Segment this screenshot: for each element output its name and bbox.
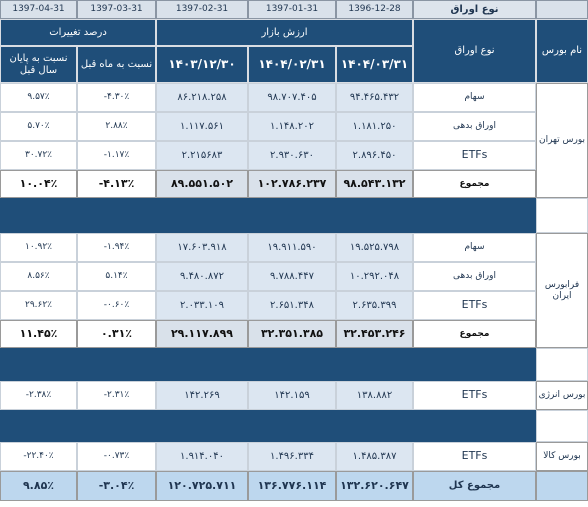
- table-cell: ۲.۶۵۱.۳۴۸: [248, 291, 336, 320]
- table-cell: ۱.۴۹۶.۳۳۴: [248, 442, 336, 471]
- security-type-label: ETFs: [413, 442, 536, 471]
- section-separator: [0, 198, 536, 233]
- change-month-header: نسبت به ماه قبل: [77, 46, 156, 83]
- total-label: مجموع: [413, 320, 536, 348]
- section-separator: [0, 410, 536, 442]
- exchange-farabourse: فرابورس ایران: [536, 233, 588, 348]
- grand-total-cell: ۱۳۲.۶۲۰.۶۴۷: [336, 471, 413, 501]
- table-cell: ۹۴.۴۶۵.۴۳۲: [336, 83, 413, 112]
- value-date-header-1: ۱۴۰۳/۱۲/۳۰: [156, 46, 248, 83]
- total-cell: ۹۸.۵۴۳.۱۳۲: [336, 170, 413, 198]
- table-cell: ۸۶.۲۱۸.۲۵۸: [156, 83, 248, 112]
- exchange-energy: بورس انرژی: [536, 381, 588, 410]
- date-header-5: 1396-12-28: [336, 0, 413, 19]
- value-date-header-3: ۱۴۰۴/۰۳/۳۱: [336, 46, 413, 83]
- grand-total-cell: -۳.۰۴٪: [77, 471, 156, 501]
- exchange-commodity: بورس کالا: [536, 442, 588, 471]
- table-cell: ۲.۸۹۶.۴۵۰: [336, 141, 413, 170]
- table-cell: ۱.۱۸۱.۲۵۰: [336, 112, 413, 141]
- table-cell: -۰.۷۳٪: [77, 442, 156, 471]
- table-cell: -۰.۶۰٪: [77, 291, 156, 320]
- date-header-4: 1397-01-31: [248, 0, 336, 19]
- table-cell: ۱.۴۸۵.۳۸۷: [336, 442, 413, 471]
- grand-total-exchange-cell: [536, 471, 588, 501]
- security-type-label: سهام: [413, 233, 536, 262]
- table-cell: ۵.۱۴٪: [77, 262, 156, 291]
- table-cell: ۱۰.۲۹۲.۰۴۸: [336, 262, 413, 291]
- table-cell: ۵.۷۰٪: [0, 112, 77, 141]
- change-year-header: نسبت به پایان سال قبل: [0, 46, 77, 83]
- table-cell: ۲.۲۱۵۶۸۳: [156, 141, 248, 170]
- security-type-header: نوع اوراق: [413, 19, 536, 83]
- date-header-3: 1397-02-31: [156, 0, 248, 19]
- table-cell: ۸.۵۶٪: [0, 262, 77, 291]
- total-label: مجموع: [413, 170, 536, 198]
- table-cell: ۲.۶۳۵.۳۹۹: [336, 291, 413, 320]
- total-cell: ۲۹.۱۱۷.۸۹۹: [156, 320, 248, 348]
- table-cell: ۹.۵۷٪: [0, 83, 77, 112]
- date-header-1: 1397-04-31: [0, 0, 77, 19]
- total-cell: ۱۰۲.۷۸۶.۲۳۷: [248, 170, 336, 198]
- security-type-label: اوراق بدهی: [413, 112, 536, 141]
- exchange-name-header: نام بورس: [536, 19, 588, 83]
- table-cell: -۲.۳۸٪: [0, 381, 77, 410]
- grand-total-cell: ۱۲۰.۷۲۵.۷۱۱: [156, 471, 248, 501]
- security-type-label: ETFs: [413, 291, 536, 320]
- table-cell: ۲.۹۳۰.۶۳۰: [248, 141, 336, 170]
- table-cell: ۲.۸۸٪: [77, 112, 156, 141]
- table-cell: ۱۷.۶۰۳.۹۱۸: [156, 233, 248, 262]
- grand-total-cell: ۱۳۶.۷۷۶.۱۱۴: [248, 471, 336, 501]
- value-date-header-2: ۱۴۰۴/۰۲/۳۱: [248, 46, 336, 83]
- table-cell: ۱۰.۹۲٪: [0, 233, 77, 262]
- corner-cell: [536, 0, 588, 19]
- table-cell: ۱.۹۱۴.۰۴۰: [156, 442, 248, 471]
- table-cell: ۲۹.۶۲٪: [0, 291, 77, 320]
- section-separator: [0, 348, 536, 381]
- table-cell: ۹.۴۸۰.۸۷۲: [156, 262, 248, 291]
- total-cell: ۱۰.۰۴٪: [0, 170, 77, 198]
- section-separator-gap: [536, 198, 588, 233]
- table-cell: ۱.۱۴۸.۲۰۲: [248, 112, 336, 141]
- date-header-2: 1397-03-31: [77, 0, 156, 19]
- table-cell: ۹.۷۸۸.۴۴۷: [248, 262, 336, 291]
- table-cell: -۴.۳۰٪: [77, 83, 156, 112]
- table-cell: ۱۹.۵۲۵.۷۹۸: [336, 233, 413, 262]
- table-cell: ۳۰.۷۲٪: [0, 141, 77, 170]
- security-type-label: سهام: [413, 83, 536, 112]
- table-cell: ۱۴۲.۱۵۹: [248, 381, 336, 410]
- table-cell: -۲.۳۱٪: [77, 381, 156, 410]
- total-cell: ۱۱.۴۵٪: [0, 320, 77, 348]
- table-cell: ۱۴۲.۲۶۹: [156, 381, 248, 410]
- table-cell: ۱۹.۹۱۱.۵۹۰: [248, 233, 336, 262]
- security-type-label: ETFs: [413, 141, 536, 170]
- table-cell: ۲.۰۳۳.۱۰۹: [156, 291, 248, 320]
- security-type-top-header: نوع اوراق: [413, 0, 536, 19]
- section-separator-gap: [536, 410, 588, 442]
- table-cell: ۱.۱۱۷.۵۶۱: [156, 112, 248, 141]
- table-cell: -۲۲.۴۰٪: [0, 442, 77, 471]
- total-cell: ۳۲.۳۵۱.۳۸۵: [248, 320, 336, 348]
- grand-total-label: مجموع کل: [413, 471, 536, 501]
- security-type-label: اوراق بدهی: [413, 262, 536, 291]
- exchange-tehran: بورس تهران: [536, 83, 588, 198]
- table-cell: -۱.۱۷٪: [77, 141, 156, 170]
- total-cell: ۰.۳۱٪: [77, 320, 156, 348]
- table-cell: ۹۸.۷۰۷.۴۰۵: [248, 83, 336, 112]
- table-cell: ۱۳۸.۸۸۲: [336, 381, 413, 410]
- value-group-header: ارزش بازار: [156, 19, 413, 46]
- change-group-header: درصد تغییرات: [0, 19, 156, 46]
- total-cell: ۳۲.۴۵۳.۲۴۶: [336, 320, 413, 348]
- total-cell: ۸۹.۵۵۱.۵۰۲: [156, 170, 248, 198]
- grand-total-cell: ۹.۸۵٪: [0, 471, 77, 501]
- security-type-label: ETFs: [413, 381, 536, 410]
- table-cell: -۱.۹۴٪: [77, 233, 156, 262]
- section-separator-gap: [536, 348, 588, 381]
- total-cell: -۴.۱۳٪: [77, 170, 156, 198]
